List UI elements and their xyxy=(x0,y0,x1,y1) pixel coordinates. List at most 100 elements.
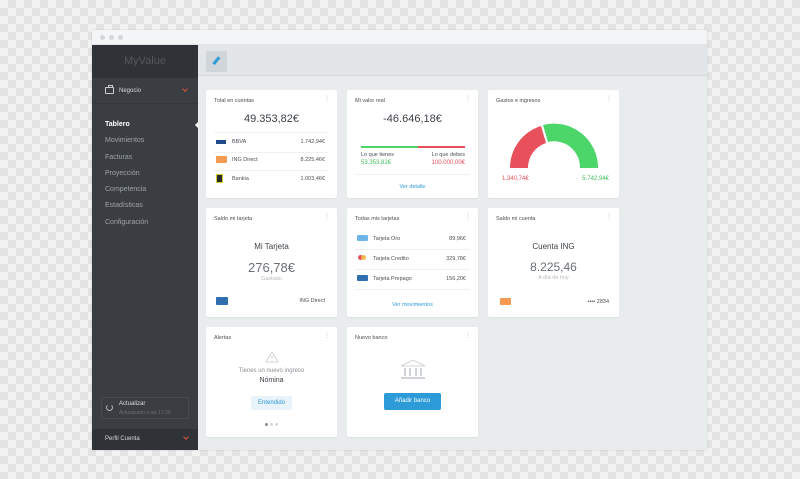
sidebar-item-estadisticas[interactable]: Estadísticas xyxy=(105,202,143,210)
update-label: Actualizar xyxy=(119,401,146,407)
card-bank: ING Direct xyxy=(299,298,325,304)
card-title: Saldo mi cuenta xyxy=(496,216,536,222)
window-dot[interactable] xyxy=(100,35,105,40)
title-bar xyxy=(92,30,707,45)
card-expenses-income: Gastos e ingresos ⋮ 1.340,74€ 5.742,94€ xyxy=(488,90,619,198)
gauge-chart xyxy=(510,123,599,168)
ing-logo xyxy=(216,156,227,163)
gauge-expenses-arc xyxy=(510,126,546,168)
account-value: 1.003,46€ xyxy=(300,176,325,182)
pager-dot[interactable] xyxy=(265,423,268,426)
gold-card-icon xyxy=(357,235,368,241)
more-icon[interactable]: ⋮ xyxy=(324,214,330,220)
profile-label: Perfil Cuenta xyxy=(105,436,140,442)
update-button[interactable]: Actualizar Actualizado a las 17:30 xyxy=(101,397,189,419)
have-value: 53.353,82€ xyxy=(361,160,392,166)
bankia-logo xyxy=(216,174,223,183)
window-dot[interactable] xyxy=(118,35,123,40)
account-row[interactable]: Bankia 1.003,46€ xyxy=(216,174,325,186)
sidebar-item-facturas[interactable]: Facturas xyxy=(105,153,133,161)
update-timestamp: Actualizado a las 17:30 xyxy=(119,410,171,416)
card-alerts: Alertas ⋮ Tienes un nuevo ingreso Nómina… xyxy=(206,327,337,437)
more-icon[interactable]: ⋮ xyxy=(465,214,471,220)
top-bar xyxy=(198,45,707,76)
account-label: BBVA xyxy=(232,139,247,145)
owe-label: Lo que debes xyxy=(431,152,465,158)
dismiss-button[interactable]: Entendido xyxy=(251,396,292,410)
bbva-logo xyxy=(216,140,226,144)
account-row[interactable]: ING Direct 8.225,46€ xyxy=(216,155,325,167)
owe-bar xyxy=(418,146,465,148)
account-label: ING Direct xyxy=(232,157,258,163)
card-sub: Gastado xyxy=(261,276,282,282)
view-detail-link[interactable]: Ver detalle xyxy=(399,184,426,190)
sidebar-item-configuracion[interactable]: Configuración xyxy=(105,218,149,226)
divider xyxy=(355,269,470,270)
card-title: Alertas xyxy=(214,335,232,341)
card-account-balance: Saldo mi cuenta ⋮ Cuenta ING 8.225,46 A … xyxy=(488,208,619,317)
window-dot[interactable] xyxy=(109,35,114,40)
alert-message: Tienes un nuevo ingreso xyxy=(238,368,305,374)
card-label: Tarjeta Prepago xyxy=(373,276,412,282)
divider xyxy=(355,249,470,250)
account-value: 8.225,46€ xyxy=(300,157,325,163)
pager-dot[interactable] xyxy=(270,423,273,426)
card-value: 329,78€ xyxy=(446,256,466,262)
more-icon[interactable]: ⋮ xyxy=(465,333,471,339)
prepaid-card-icon xyxy=(357,275,368,281)
account-amount: 8.225,46 xyxy=(530,260,577,274)
owe-value: 100.000,00€ xyxy=(431,160,465,166)
divider xyxy=(355,174,470,175)
sidebar-item-movimientos[interactable]: Movimientos xyxy=(105,137,145,145)
have-label: Lo que tienes xyxy=(361,152,395,158)
briefcase-icon xyxy=(105,85,114,94)
more-icon[interactable]: ⋮ xyxy=(324,96,330,102)
sidebar-item-competencia[interactable]: Competencia xyxy=(105,186,147,194)
add-bank-button[interactable]: Añadir banco xyxy=(384,393,441,410)
more-icon[interactable]: ⋮ xyxy=(606,214,612,220)
expenses-value: 1.340,74€ xyxy=(502,176,529,182)
sidebar-item-proyeccion[interactable]: Proyección xyxy=(105,169,140,177)
pencil-icon xyxy=(212,56,221,65)
refresh-icon xyxy=(106,404,113,411)
divider xyxy=(355,289,470,290)
card-total-accounts: Total en cuentas ⋮ 49.353,82€ BBVA 1.742… xyxy=(206,90,337,198)
profile-menu[interactable]: Perfil Cuenta xyxy=(92,429,198,450)
card-label: Tarjeta Credito xyxy=(373,256,409,262)
card-value: 156,20€ xyxy=(446,276,466,282)
warning-icon xyxy=(265,351,279,363)
account-name: Cuenta ING xyxy=(532,242,575,251)
card-value: 89,96€ xyxy=(449,236,466,242)
more-icon[interactable]: ⋮ xyxy=(465,96,471,102)
card-title: Nuevo banco xyxy=(355,335,388,341)
divider xyxy=(214,170,329,171)
edit-button[interactable] xyxy=(206,51,227,72)
card-title: Mi valor real xyxy=(355,98,385,104)
account-sub: A día de hoy xyxy=(538,275,569,281)
context-selector[interactable]: Negocio xyxy=(92,78,198,104)
card-title: Gastos e ingresos xyxy=(496,98,541,104)
chevron-down-icon xyxy=(182,86,188,92)
have-bar xyxy=(361,146,418,148)
card-label: Tarjeta Oro xyxy=(373,236,401,242)
card-row[interactable]: Tarjeta Prepago 156,20€ xyxy=(357,274,466,286)
total-amount: 49.353,82€ xyxy=(243,113,300,125)
card-real-value: Mi valor real ⋮ -46.646,18€ Lo que tiene… xyxy=(347,90,478,198)
chevron-down-icon xyxy=(183,434,189,440)
view-movements-link[interactable]: Ver movimientos xyxy=(392,302,433,308)
pager-dot[interactable] xyxy=(275,423,278,426)
income-value: 5.742,94€ xyxy=(582,176,609,182)
card-title: Saldo mi tarjeta xyxy=(214,216,253,222)
card-row[interactable]: Tarjeta Credito 329,78€ xyxy=(357,254,466,266)
account-row[interactable]: BBVA 1.742,94€ xyxy=(216,137,325,149)
card-row[interactable]: Tarjeta Oro 89,96€ xyxy=(357,234,466,246)
sidebar-item-tablero[interactable]: Tablero xyxy=(92,117,198,133)
context-label: Negocio xyxy=(119,88,142,94)
real-value-amount: -46.646,18€ xyxy=(383,113,442,125)
more-icon[interactable]: ⋮ xyxy=(324,333,330,339)
divider xyxy=(214,132,329,133)
divider xyxy=(214,152,329,153)
more-icon[interactable]: ⋮ xyxy=(606,96,612,102)
credit-card-icon xyxy=(216,297,228,305)
card-my-card-balance: Saldo mi tarjeta ⋮ Mi Tarjeta 276,78€ Ga… xyxy=(206,208,337,317)
